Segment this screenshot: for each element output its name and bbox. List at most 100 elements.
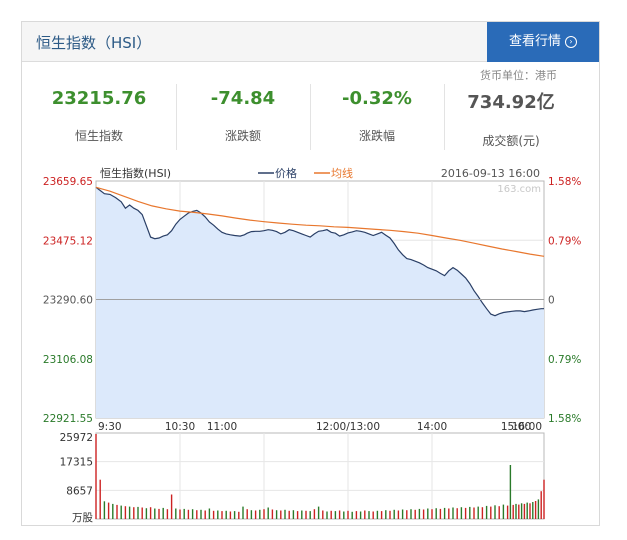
volume-bars bbox=[95, 434, 545, 519]
x-tick-label: 14:00 bbox=[417, 421, 447, 433]
volume-bar bbox=[498, 506, 500, 519]
x-tick-label: 10:30 bbox=[165, 421, 195, 433]
x-tick-label: 11:00 bbox=[207, 421, 237, 433]
y-tick-label: 23475.12 bbox=[43, 235, 93, 247]
volume-bar bbox=[208, 508, 211, 519]
volume-bar bbox=[183, 508, 185, 519]
volume-bar bbox=[154, 508, 156, 519]
volume-bar bbox=[145, 508, 148, 519]
volume-bar bbox=[376, 510, 379, 519]
view-quotes-button[interactable]: 查看行情 › bbox=[487, 22, 599, 62]
volume-bar bbox=[212, 510, 215, 519]
volume-bar bbox=[175, 508, 177, 519]
y-tick-right-label: 0 bbox=[548, 295, 555, 307]
volume-bar bbox=[288, 510, 290, 519]
volume-bar bbox=[520, 503, 523, 519]
x-tick-label: 9:30 bbox=[98, 421, 122, 433]
volume-bar bbox=[512, 504, 514, 519]
volume-bar bbox=[401, 509, 404, 519]
volume-bar bbox=[509, 465, 512, 519]
volume-bar bbox=[221, 511, 223, 519]
x-tick-label: 15:00 bbox=[501, 421, 531, 433]
volume-bar bbox=[313, 509, 316, 519]
volume-bar bbox=[481, 507, 484, 519]
divider bbox=[176, 84, 177, 150]
volume-bar bbox=[502, 504, 505, 519]
volume-bar bbox=[204, 510, 206, 519]
volume-bar bbox=[518, 504, 520, 519]
volume-bar bbox=[418, 508, 421, 519]
volume-bar bbox=[263, 509, 265, 519]
volume-bar bbox=[537, 499, 540, 519]
volume-bar bbox=[124, 506, 127, 519]
stat-change-value: -74.84 bbox=[210, 88, 276, 109]
volume-bar bbox=[477, 506, 479, 519]
volume-bar bbox=[170, 494, 173, 519]
volume-bar bbox=[359, 511, 362, 519]
volume-bar bbox=[233, 511, 236, 519]
volume-bar bbox=[532, 502, 534, 519]
volume-bar bbox=[460, 507, 463, 519]
volume-bar bbox=[242, 506, 244, 519]
volume-bar bbox=[355, 511, 358, 519]
volume-bar bbox=[343, 511, 345, 519]
volume-bar bbox=[529, 503, 531, 519]
chart-name: 恒生指数(HSI) bbox=[100, 166, 171, 180]
volume-bar bbox=[280, 510, 282, 519]
stats-row: 23215.76 恒生指数 -74.84 涨跌额 -0.32% 涨跌幅 734.… bbox=[22, 82, 599, 152]
x-tick-label: 12:00/13:00 bbox=[316, 421, 380, 433]
volume-bar bbox=[267, 507, 269, 519]
volume-bar bbox=[515, 503, 517, 519]
volume-bar bbox=[473, 507, 475, 519]
volume-tick-label: 25972 bbox=[60, 432, 93, 444]
volume-bar bbox=[238, 511, 240, 519]
stat-change-pct-value: -0.32% bbox=[342, 88, 412, 109]
volume-bar bbox=[317, 506, 320, 519]
stat-change-pct-label: 涨跌幅 bbox=[358, 129, 395, 143]
volume-bar bbox=[389, 510, 391, 519]
volume-bar bbox=[259, 509, 261, 519]
stat-turnover-label: 成交额(元) bbox=[482, 134, 540, 148]
legend-price-label: 价格 bbox=[275, 166, 297, 180]
volume-bar bbox=[133, 507, 135, 519]
chart-datetime: 2016-09-13 16:00 bbox=[441, 167, 540, 180]
volume-bar bbox=[368, 511, 370, 519]
volume-bar bbox=[275, 510, 278, 519]
volume-bar bbox=[490, 506, 492, 519]
y-tick-label: 23659.65 bbox=[43, 176, 93, 188]
volume-bar bbox=[250, 510, 253, 519]
price-area bbox=[96, 187, 544, 418]
panel-header: 恒生指数（HSI） 查看行情 › bbox=[22, 22, 599, 62]
y-tick-label: 23290.60 bbox=[43, 295, 93, 307]
volume-bar bbox=[543, 479, 545, 519]
volume-bar bbox=[149, 507, 152, 519]
volume-bar bbox=[406, 510, 408, 519]
volume-bar bbox=[330, 510, 332, 519]
stat-change-pct: -0.32% 涨跌幅 bbox=[310, 82, 444, 152]
volume-bar bbox=[464, 507, 467, 519]
volume-tick-label: 8657 bbox=[66, 485, 93, 497]
volume-bar bbox=[351, 511, 353, 519]
watermark: 163.com bbox=[497, 184, 541, 195]
volume-bar bbox=[338, 510, 341, 519]
volume-bar bbox=[380, 511, 383, 519]
volume-bar bbox=[271, 509, 274, 519]
volume-bar bbox=[452, 507, 454, 519]
volume-bar bbox=[296, 511, 299, 519]
volume-bar bbox=[385, 510, 387, 519]
volume-tick-label: 万股 bbox=[72, 512, 93, 524]
volume-bar bbox=[309, 511, 311, 519]
volume-bar bbox=[534, 501, 537, 519]
volume-bar bbox=[179, 509, 181, 519]
volume-bar bbox=[166, 509, 169, 519]
volume-bar bbox=[435, 508, 437, 519]
volume-bar bbox=[292, 510, 295, 519]
volume-bar bbox=[431, 509, 433, 519]
volume-bar bbox=[326, 511, 328, 519]
volume-bar bbox=[443, 507, 446, 519]
avg-series-line bbox=[95, 186, 545, 257]
currency-note: 货币单位：港币 bbox=[480, 69, 557, 82]
volume-bar bbox=[526, 502, 528, 519]
volume-bar bbox=[393, 509, 395, 519]
volume-bar bbox=[334, 511, 337, 519]
